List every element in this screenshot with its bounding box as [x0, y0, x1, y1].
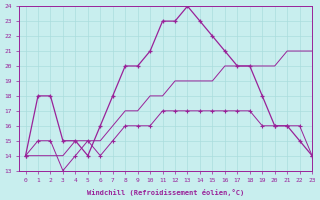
X-axis label: Windchill (Refroidissement éolien,°C): Windchill (Refroidissement éolien,°C): [87, 189, 244, 196]
